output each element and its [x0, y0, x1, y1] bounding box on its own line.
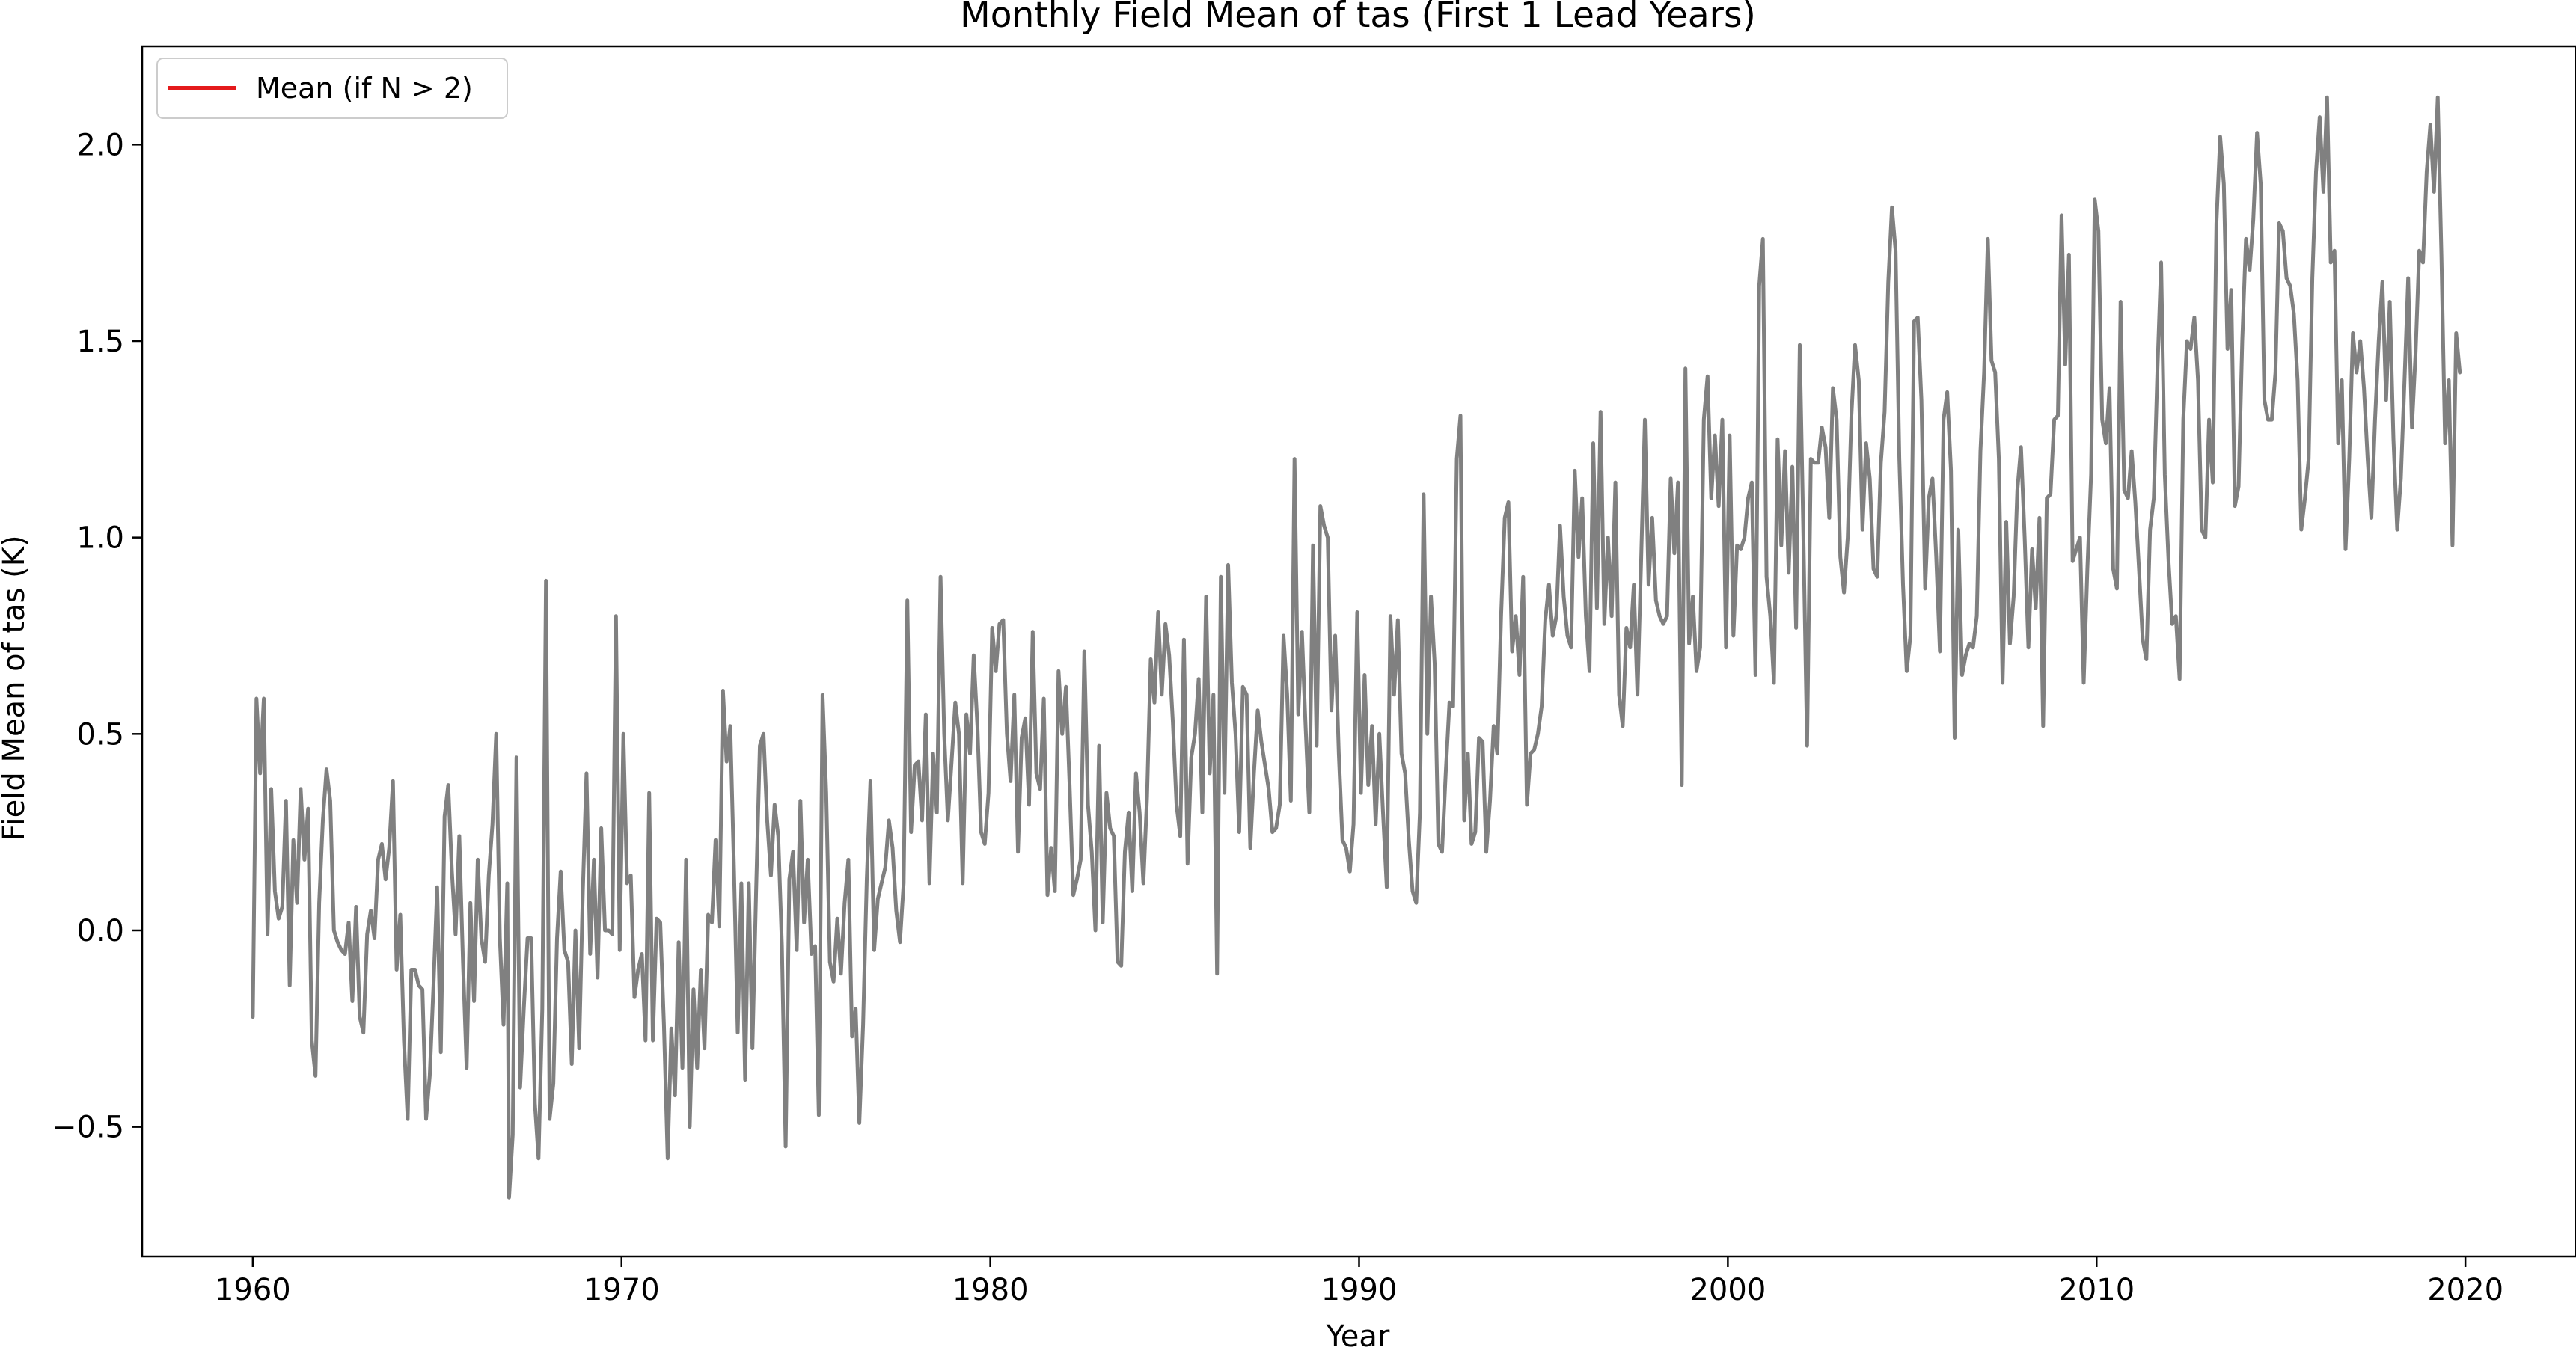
series-line-0 — [251, 95, 2462, 1200]
y-axis: −0.5 0.0 0.5 1.0 1.5 2.0 — [52, 128, 142, 1145]
y-tick-label: 0.0 — [76, 914, 124, 948]
x-tick-label: 1970 — [584, 1273, 660, 1307]
y-tick-label: 0.5 — [76, 717, 124, 752]
chart-title: Monthly Field Mean of tas (First 1 Lead … — [960, 0, 1756, 36]
x-tick-label: 1960 — [215, 1273, 291, 1307]
y-tick-label: 2.0 — [76, 128, 124, 162]
x-axis: 1960 1970 1980 1990 2000 2010 2020 — [215, 1257, 2503, 1307]
legend-label-mean: Mean (if N > 2) — [256, 72, 473, 105]
x-tick-label: 2010 — [2058, 1273, 2135, 1307]
y-axis-label: Field Mean of tas (K) — [0, 535, 31, 841]
x-tick-label: 2020 — [2427, 1273, 2503, 1307]
x-tick-label: 2000 — [1689, 1273, 1766, 1307]
legend: Mean (if N > 2) — [156, 58, 508, 119]
x-tick-label: 1990 — [1321, 1273, 1398, 1307]
x-tick-label: 1980 — [952, 1273, 1029, 1307]
plot-area — [251, 95, 2462, 1200]
y-tick-label: 1.5 — [76, 325, 124, 359]
y-tick-label: −0.5 — [52, 1111, 124, 1145]
x-axis-label: Year — [1326, 1319, 1390, 1353]
legend-box — [156, 58, 508, 119]
y-tick-label: 1.0 — [76, 521, 124, 556]
